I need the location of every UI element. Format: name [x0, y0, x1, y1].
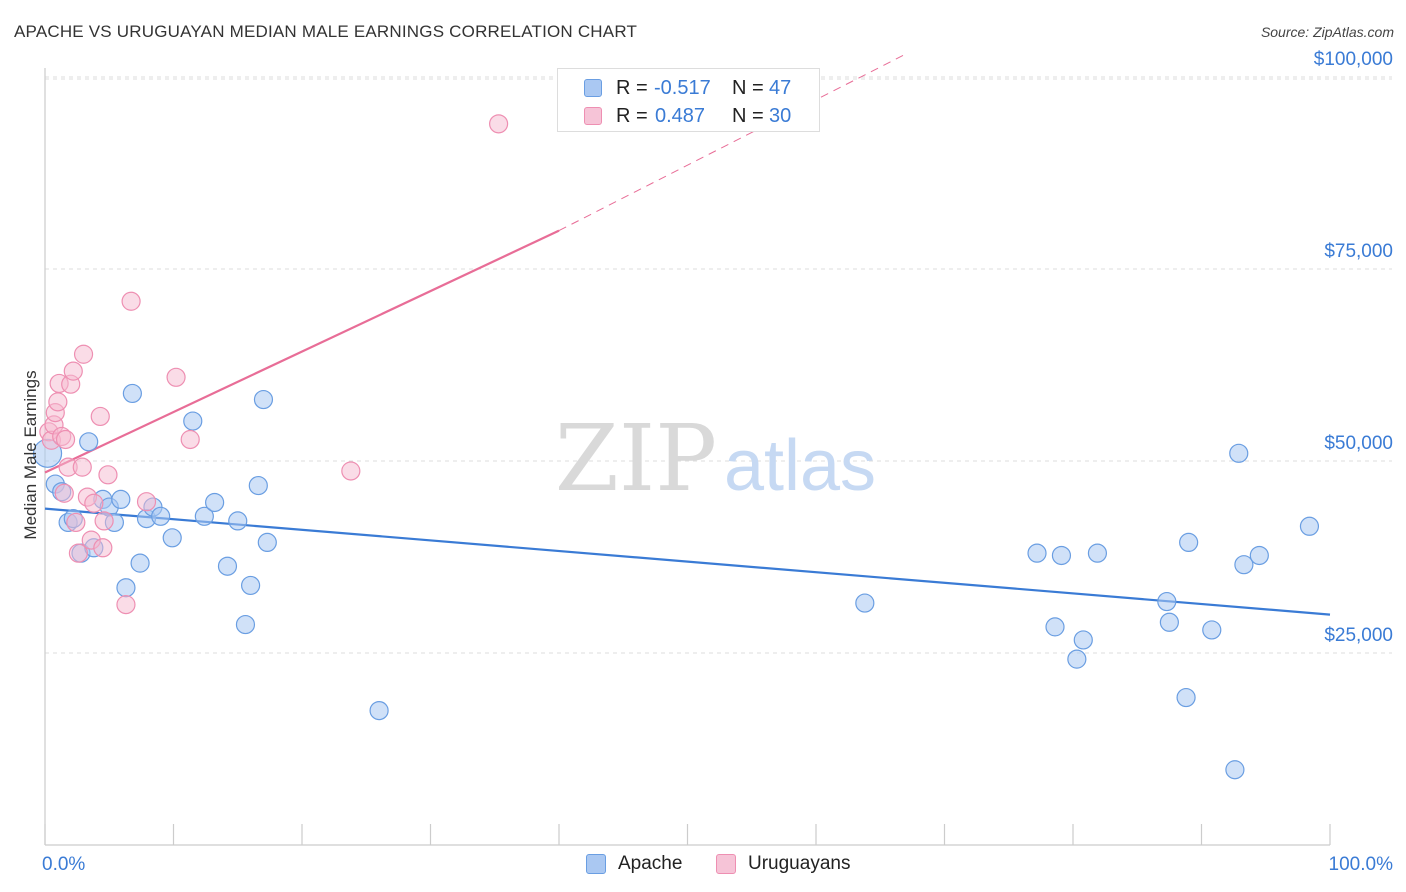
apache-point-38 [1159, 612, 1179, 632]
stats-legend: R = -0.517 N = 47 R = 0.487 N = 30 [557, 68, 820, 132]
apache-point-42 [1225, 760, 1245, 780]
apache-point-17 [151, 506, 171, 526]
uruguayans-point-23 [116, 595, 136, 615]
apache-point-31 [1027, 543, 1047, 563]
apache-legend-swatch [586, 854, 606, 874]
apache-point-12 [116, 578, 136, 598]
apache-n-label: N = [732, 77, 764, 99]
uruguayans-point-11 [63, 361, 83, 381]
apache-point-11 [111, 489, 131, 509]
chart-source: Source: ZipAtlas.com [1260, 24, 1394, 40]
legend-row-uruguayans: R = 0.487 N = 30 [558, 101, 819, 129]
apache-point-36 [1087, 543, 1108, 563]
apache-r-label: R = [616, 77, 648, 99]
apache-point-34 [1067, 649, 1087, 669]
apache-point-25 [241, 575, 261, 596]
uruguayans-r-value: 0.487 [655, 105, 706, 127]
uruguayans-legend-label: Uruguayans [748, 853, 851, 874]
apache-point-30 [855, 593, 875, 613]
apache-point-13 [122, 383, 142, 404]
apache-point-26 [248, 475, 268, 496]
trend-lines [44, 53, 1331, 616]
uruguayans-point-4 [48, 392, 68, 412]
apache-point-28 [257, 532, 277, 553]
apache-swatch [584, 79, 602, 97]
apache-point-43 [1229, 443, 1249, 463]
apache-point-21 [205, 492, 225, 513]
uruguayans-point-19 [90, 406, 110, 427]
uruguayans-swatch [584, 107, 602, 125]
uruguayans-point-26 [166, 367, 186, 387]
uruguayans-legend-swatch [716, 854, 736, 874]
apache-n-value: 47 [769, 77, 792, 99]
x-tick-label-0: 0.0% [42, 854, 85, 875]
apache-point-45 [1249, 545, 1269, 566]
x-tick-label-1: 100.0% [1329, 854, 1394, 875]
uruguayans-point-22 [98, 465, 118, 485]
apache-point-22 [217, 556, 238, 576]
apache-point-40 [1179, 532, 1199, 553]
uruguayans-n-value: 30 [769, 105, 792, 127]
uruguayans-point-21 [94, 511, 114, 531]
apache-point-29 [369, 700, 389, 721]
y-tick-label-3: $100,000 [1314, 49, 1393, 70]
apache-point-23 [228, 511, 248, 531]
watermark: ZIP atlas [555, 405, 876, 512]
y-axis-label: Median Male Earnings [21, 370, 40, 539]
uruguayans-point-29 [489, 114, 509, 134]
y-tick-label-0: $25,000 [1324, 625, 1393, 646]
uruguayans-point-13 [68, 543, 89, 563]
uruguayans-point-27 [180, 429, 200, 450]
uruguayans-point-25 [136, 492, 157, 512]
watermark-atlas: atlas [724, 426, 876, 506]
apache-point-41 [1202, 620, 1222, 640]
apache-point-20 [194, 506, 214, 526]
apache-point-35 [1073, 630, 1093, 650]
chart-title: APACHE VS URUGUAYAN MEDIAN MALE EARNINGS… [14, 22, 638, 41]
legend-row-apache: R = -0.517 N = 47 [558, 73, 819, 101]
uruguayans-point-7 [54, 483, 74, 503]
apache-r-value: -0.517 [654, 77, 711, 99]
gridlines [45, 76, 1392, 654]
uruguayans-r-label: R = [616, 105, 648, 127]
data-points [32, 114, 1320, 780]
trend-line-uruguayans-1 [44, 229, 560, 474]
uruguayans-point-28 [341, 461, 361, 481]
apache-point-27 [253, 389, 274, 410]
apache-point-32 [1045, 617, 1065, 637]
uruguayans-point-20 [93, 538, 113, 558]
uruguayans-point-15 [73, 344, 94, 364]
apache-point-46 [1299, 516, 1320, 536]
apache-point-14 [130, 553, 150, 573]
uruguayans-point-14 [72, 457, 92, 477]
apache-point-37 [1157, 591, 1177, 612]
watermark-zip: ZIP [555, 405, 717, 512]
apache-point-6 [79, 432, 99, 452]
uruguayans-point-18 [84, 493, 104, 513]
uruguayans-point-24 [121, 291, 141, 311]
apache-point-44 [1234, 555, 1254, 575]
y-tick-label-2: $75,000 [1324, 241, 1393, 262]
apache-legend-label: Apache [618, 853, 683, 874]
tick-labels: $25,000 $50,000 $75,000 $100,000 0.0% 100.0% [42, 49, 1393, 875]
trend-line-uruguayans-2 [558, 53, 907, 232]
apache-point-19 [183, 411, 203, 431]
uruguayans-n-label: N = [732, 105, 764, 127]
apache-point-33 [1051, 545, 1072, 566]
y-tick-label-1: $50,000 [1324, 433, 1393, 454]
uruguayans-point-12 [66, 512, 86, 533]
apache-point-24 [235, 614, 256, 635]
apache-point-39 [1176, 687, 1196, 708]
series-legend: Apache Uruguayans [0, 852, 1406, 878]
apache-point-18 [162, 528, 182, 548]
uruguayans-point-8 [55, 429, 76, 450]
trend-line-apache-0 [44, 507, 1331, 616]
